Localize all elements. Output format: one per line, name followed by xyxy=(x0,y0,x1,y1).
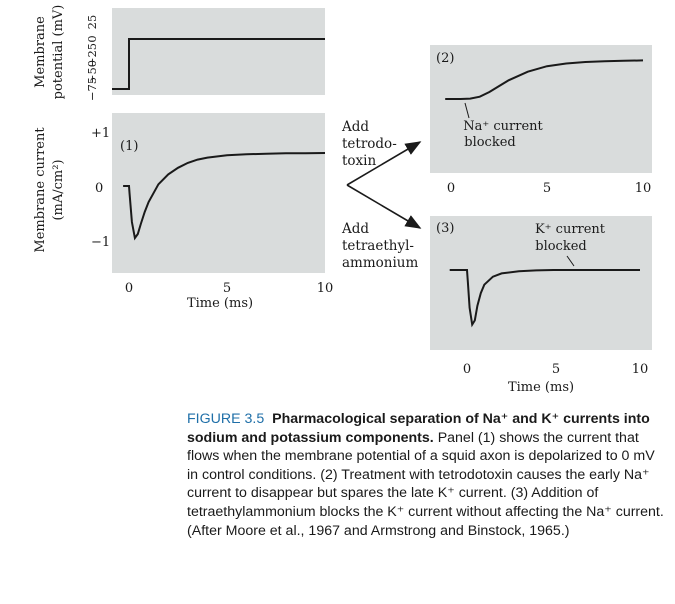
p1-time-tick-10: 10 xyxy=(317,281,334,296)
p1-time-tick-0: 0 xyxy=(125,281,133,296)
p2-time-tick-5: 5 xyxy=(543,181,551,196)
panel-1-label: (1) xyxy=(120,139,138,154)
current-axis-label-line2: (mA/cm²) xyxy=(51,159,66,220)
add-tea-line1: Add xyxy=(341,221,369,237)
voltage-tick-0: 0 xyxy=(85,35,99,42)
voltage-step-trace xyxy=(112,38,325,90)
voltage-tick-25: 25 xyxy=(85,15,99,30)
na-blocked-pointer xyxy=(464,102,470,119)
p3-time-tick-5: 5 xyxy=(552,362,560,377)
current-tick-minus1: −1 xyxy=(91,235,110,250)
caption-figure-label: FIGURE 3.5 xyxy=(187,411,265,427)
arrow-to-panel-3 xyxy=(346,184,422,229)
voltage-panel-bg xyxy=(112,8,325,95)
p1-time-tick-5: 5 xyxy=(223,281,231,296)
p2-time-tick-0: 0 xyxy=(447,181,455,196)
add-ttx-line2: tetrodo- xyxy=(342,136,397,152)
current-tick-0: 0 xyxy=(95,181,103,196)
add-ttx-line1: Add xyxy=(341,119,369,135)
p3-time-tick-10: 10 xyxy=(632,362,649,377)
voltage-tick-minus75: −75 xyxy=(85,77,99,101)
add-tea-line3: ammonium xyxy=(342,255,418,271)
voltage-axis-label-line1: Membrane xyxy=(33,16,48,88)
voltage-tick-minus50: −50 xyxy=(85,60,99,84)
panel-2-label: (2) xyxy=(436,51,454,66)
current-panel-1-bg xyxy=(112,113,325,273)
k-blocked-line2: blocked xyxy=(535,239,586,254)
p3-time-axis-label: Time (ms) xyxy=(508,380,574,395)
na-blocked-line2: blocked xyxy=(464,135,515,150)
caption-body: Panel (1) shows the current that flows w… xyxy=(187,429,664,539)
k-blocked-pointer xyxy=(566,255,575,267)
panel-2-current-trace xyxy=(445,59,644,100)
na-blocked-line1: Na⁺ current xyxy=(463,119,543,134)
arrow-to-panel-2 xyxy=(346,141,422,186)
voltage-axis-label-line2: potential (mV) xyxy=(51,5,66,100)
panel-3-label: (3) xyxy=(436,221,454,236)
p2-time-tick-10: 10 xyxy=(635,181,652,196)
panel-1-current-trace xyxy=(123,152,326,241)
caption-title: Pharmacological separation of Na⁺ and K⁺… xyxy=(187,411,650,446)
add-tea-line2: tetraethyl- xyxy=(342,238,414,254)
current-axis-label-line1: Membrane current xyxy=(33,127,48,253)
current-tick-plus1: +1 xyxy=(91,126,110,141)
add-ttx-line3: toxin xyxy=(342,153,376,169)
current-panel-2-bg xyxy=(430,45,652,173)
voltage-tick-minus25: −25 xyxy=(85,43,99,67)
panel-3-current-trace xyxy=(449,269,640,328)
figure-caption: FIGURE 3.5 Pharmacological separation of… xyxy=(187,410,667,540)
k-blocked-line1: K⁺ current xyxy=(535,222,606,237)
p3-time-tick-0: 0 xyxy=(463,362,471,377)
p1-time-axis-label: Time (ms) xyxy=(187,296,253,311)
